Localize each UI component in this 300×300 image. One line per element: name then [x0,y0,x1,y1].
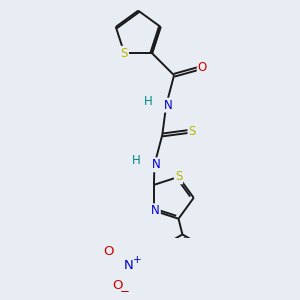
Text: −: − [120,285,130,298]
Text: S: S [121,47,128,60]
Text: H: H [132,154,141,167]
Text: +: + [133,255,141,265]
Text: S: S [188,124,196,137]
Text: O: O [112,279,122,292]
Text: N: N [151,204,160,217]
Text: N: N [164,99,172,112]
Text: S: S [175,170,182,183]
Text: O: O [198,61,207,74]
Text: N: N [152,158,160,171]
Text: H: H [144,95,152,108]
Text: N: N [124,260,134,272]
Text: O: O [103,245,114,258]
